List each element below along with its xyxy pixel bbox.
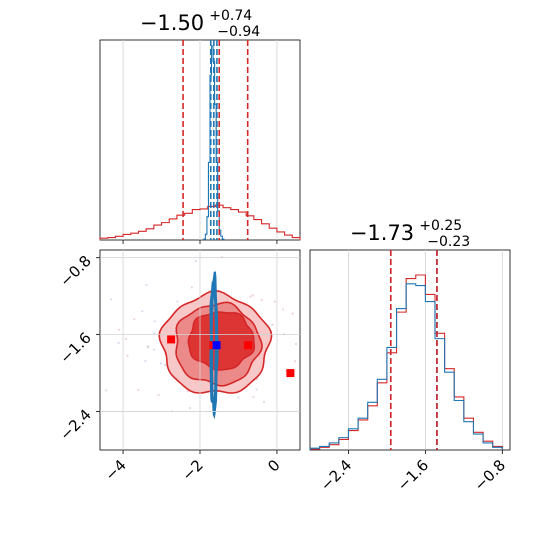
sample-point [190, 286, 193, 289]
sample-point [237, 396, 240, 399]
sample-point [262, 400, 266, 403]
param1-title: −1.50 +0.74 −0.94 [140, 5, 260, 40]
sample-point [137, 388, 140, 391]
joint-posterior-panel: −4 −2 0 −0.8 −1.6 −2.4 [50, 249, 301, 484]
histogram-step-red [99, 204, 301, 240]
sample-point [117, 341, 120, 344]
sample-point [252, 395, 255, 399]
y-tick-label: −0.8 [56, 252, 94, 290]
sample-point [105, 389, 108, 392]
sample-point [249, 295, 252, 298]
sample-point [141, 310, 144, 313]
sample-point [110, 298, 113, 301]
sample-point [157, 393, 160, 396]
param2-title: −1.73 +0.25 −0.23 [350, 215, 470, 250]
sample-point [186, 390, 189, 393]
blue-square-marker [212, 341, 221, 350]
sample-point [95, 310, 97, 312]
sample-point [194, 260, 197, 263]
x-tick-label: −1.6 [394, 456, 432, 494]
sample-point [50, 310, 52, 312]
x-tick-label: −2 [178, 456, 206, 484]
sample-point [291, 312, 294, 315]
sample-point [273, 300, 277, 303]
marginal-param2-frame [309, 249, 511, 451]
sample-point [125, 337, 128, 341]
param2-title-minus: −0.23 [427, 234, 470, 250]
x-tick-label: −4 [102, 456, 130, 484]
sample-point [294, 360, 297, 363]
sample-point [176, 300, 179, 303]
red-contour-inner [187, 311, 256, 371]
sample-point [255, 388, 258, 391]
sample-point [153, 332, 156, 335]
sample-point [152, 348, 156, 351]
sample-point [271, 323, 274, 326]
marginal-histogram-param1-panel: −1.50 +0.74 −0.94 [99, 5, 301, 244]
sample-point [145, 283, 148, 287]
param1-title-value: −1.50 [140, 11, 204, 35]
sample-point [281, 308, 285, 311]
sample-point [147, 346, 150, 349]
red-square-marker [167, 335, 176, 344]
marginal-histogram-param2-panel: −2.4 −1.6 −0.8 −1.73 +0.25 −0.23 [309, 215, 511, 495]
sample-point [118, 328, 121, 331]
x-tick-label: 0 [264, 456, 283, 475]
sample-point [163, 363, 167, 366]
sample-point [294, 342, 298, 346]
param2-title-value: −1.73 [350, 221, 414, 245]
sample-point [159, 362, 163, 365]
red-square-marker [244, 341, 253, 350]
y-tick-label: −1.6 [56, 329, 94, 367]
red-square-marker [286, 369, 295, 378]
x-tick-label: −2.4 [317, 456, 355, 494]
histogram-step-blue [309, 283, 503, 450]
sample-point [153, 320, 156, 323]
sample-point [144, 359, 147, 363]
param1-title-plus: +0.74 [209, 8, 252, 24]
param1-title-minus: −0.94 [217, 24, 260, 40]
sample-point [126, 354, 129, 357]
y-tick-label: −2.4 [56, 406, 94, 444]
x-tick-label: −0.8 [471, 456, 509, 494]
sample-point [260, 298, 263, 301]
sample-point [189, 406, 192, 410]
sample-point [251, 294, 255, 297]
sample-point [133, 318, 136, 321]
param2-title-plus: +0.25 [419, 218, 462, 234]
